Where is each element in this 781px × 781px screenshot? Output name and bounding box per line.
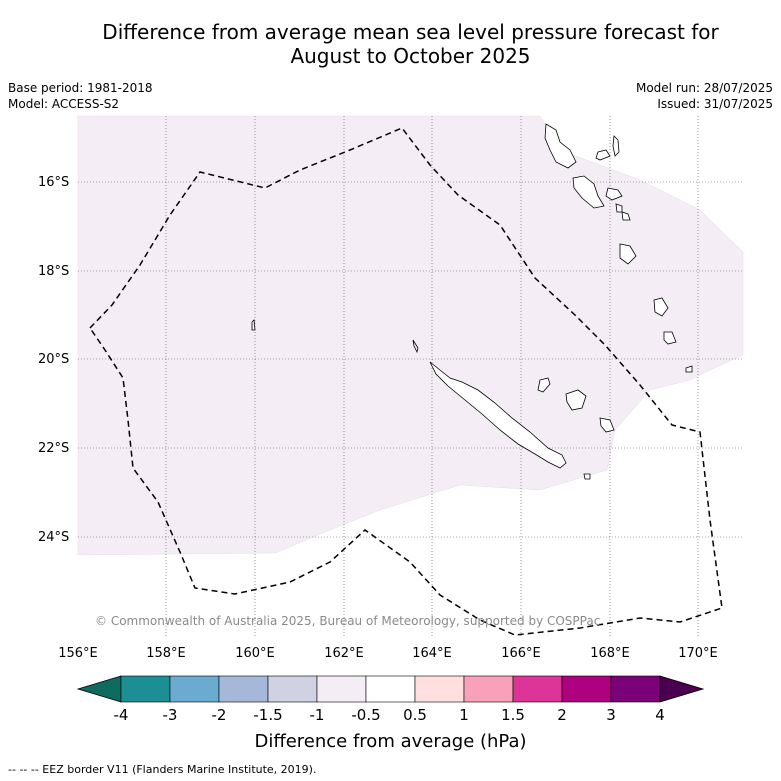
isle-of-pines bbox=[583, 473, 591, 480]
colorbar-swatch bbox=[316, 675, 367, 703]
colorbar-swatch bbox=[365, 675, 416, 703]
belep-islands bbox=[412, 339, 419, 354]
colorbar-tick-label: -1.5 bbox=[253, 706, 283, 724]
loyalty-islands-mare bbox=[599, 417, 615, 433]
colorbar-tick-label: 1.5 bbox=[501, 706, 525, 724]
map-title: Difference from average mean sea level p… bbox=[0, 20, 781, 68]
colorbar-tick-label: -3 bbox=[162, 706, 178, 724]
lat-label: 18°S bbox=[38, 264, 70, 279]
gridlines bbox=[78, 116, 743, 638]
colorbar-under-arrow bbox=[76, 675, 122, 703]
colorbar-swatch bbox=[169, 675, 220, 703]
lon-label: 162°E bbox=[324, 646, 364, 661]
issued-date: Issued: 31/07/2025 bbox=[657, 97, 773, 111]
colorbar-swatch bbox=[120, 675, 171, 703]
copyright-notice: © Commonwealth of Australia 2025, Bureau… bbox=[95, 614, 601, 628]
model-run: Model run: 28/07/2025 bbox=[635, 81, 773, 95]
colorbar-swatch bbox=[414, 675, 465, 703]
lat-label: 24°S bbox=[38, 530, 70, 545]
colorbar-tick-label: -0.5 bbox=[351, 706, 381, 724]
colorbar-swatch bbox=[218, 675, 269, 703]
model-name: Model: ACCESS-S2 bbox=[8, 97, 120, 111]
colorbar-tick-label: 1 bbox=[459, 706, 469, 724]
colorbar-tick-label: 0.5 bbox=[403, 706, 427, 724]
eez-border bbox=[89, 127, 723, 636]
vanuatu-islands bbox=[544, 123, 693, 373]
title-line-1: Difference from average mean sea level p… bbox=[102, 20, 719, 44]
loyalty-islands-lifou bbox=[565, 389, 587, 411]
lat-label: 20°S bbox=[38, 352, 70, 367]
colorbar-tick-label: -2 bbox=[211, 706, 227, 724]
colorbar-tick-label: 4 bbox=[655, 706, 665, 724]
meta-right: Model run: 28/07/2025 Issued: 31/07/2025 bbox=[636, 80, 773, 112]
chesterfield-reef bbox=[251, 319, 256, 331]
colorbar-tick-label: 2 bbox=[557, 706, 567, 724]
colorbar-over-arrow bbox=[659, 675, 705, 703]
colorbar-swatch bbox=[561, 675, 612, 703]
colorbar-swatch bbox=[610, 675, 661, 703]
eez-legend-note: -- -- -- EEZ border V11 (Flanders Marine… bbox=[8, 763, 317, 776]
colorbar-tick-label: -1 bbox=[309, 706, 325, 724]
loyalty-islands-ouvea bbox=[537, 377, 551, 393]
lon-label: 158°E bbox=[146, 646, 186, 661]
colorbar-title: Difference from average (hPa) bbox=[254, 731, 527, 752]
lon-label: 166°E bbox=[501, 646, 541, 661]
lat-label: 16°S bbox=[38, 175, 70, 190]
lon-label: 160°E bbox=[235, 646, 275, 661]
anomaly-region bbox=[77, 115, 744, 556]
colorbar-swatch bbox=[463, 675, 514, 703]
lon-label: 156°E bbox=[58, 646, 98, 661]
colorbar-swatch bbox=[267, 675, 318, 703]
colorbar-swatch bbox=[512, 675, 563, 703]
lon-label: 170°E bbox=[678, 646, 718, 661]
colorbar-tick-label: 3 bbox=[606, 706, 616, 724]
base-period: Base period: 1981-2018 bbox=[8, 81, 153, 95]
title-line-2: August to October 2025 bbox=[290, 44, 531, 68]
lat-label: 22°S bbox=[38, 441, 70, 456]
colorbar-tick-label: -4 bbox=[113, 706, 129, 724]
new-caledonia-island bbox=[429, 361, 567, 469]
meta-left: Base period: 1981-2018 Model: ACCESS-S2 bbox=[8, 80, 153, 112]
lon-label: 168°E bbox=[590, 646, 630, 661]
lon-label: 164°E bbox=[412, 646, 452, 661]
